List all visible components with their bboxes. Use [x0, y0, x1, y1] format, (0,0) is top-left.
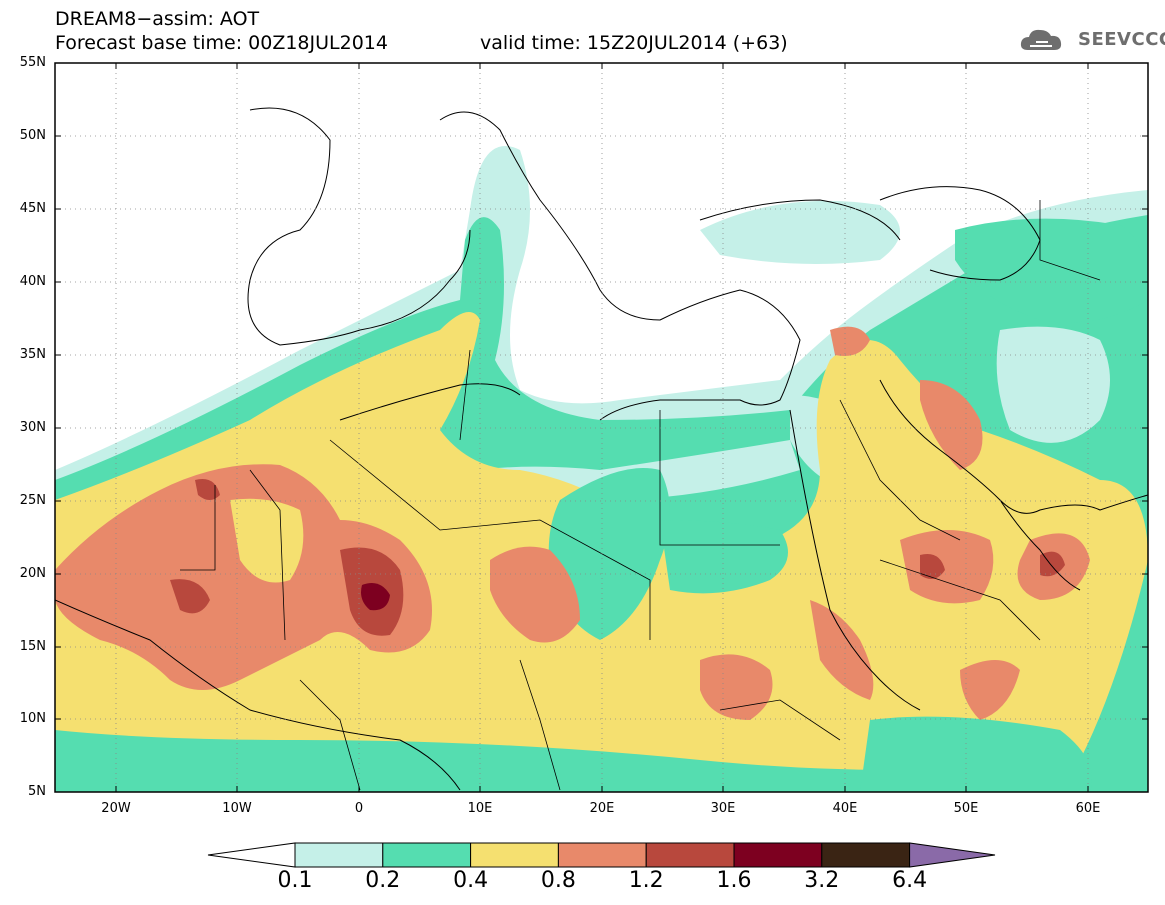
colorbar-under-triangle	[207, 842, 296, 868]
lon-label: 20W	[101, 801, 131, 816]
lat-label: 20N	[19, 566, 46, 581]
lon-label: 10W	[222, 801, 252, 816]
lat-label: 5N	[28, 784, 46, 799]
logo-text: SEEVCCC	[1078, 29, 1165, 50]
colorbar-segment	[733, 842, 823, 868]
lon-label: 50E	[953, 801, 979, 816]
colorbar-segment	[645, 842, 735, 868]
lat-label: 15N	[19, 639, 46, 654]
lat-label: 55N	[19, 55, 46, 70]
tick-marks	[55, 62, 1148, 793]
colorbar-segment	[294, 842, 384, 868]
lon-label: 60E	[1075, 801, 1101, 816]
colorbar-tick-label: 0.2	[365, 868, 401, 893]
lat-label: 30N	[19, 420, 46, 435]
lat-label: 35N	[19, 347, 46, 362]
country-borders	[180, 200, 1101, 791]
lat-label: 10N	[19, 711, 46, 726]
colorbar-tick-label: 0.8	[540, 868, 576, 893]
coastlines	[55, 107, 1148, 791]
graticule	[55, 63, 1148, 792]
lon-label: 40E	[832, 801, 858, 816]
colorbar	[207, 842, 996, 868]
map-title: DREAM8−assim: AOT	[55, 8, 260, 30]
lon-label: 30E	[710, 801, 736, 816]
colorbar-tick-label: 1.2	[628, 868, 664, 893]
lat-label: 25N	[19, 493, 46, 508]
cloud-logo-icon	[1020, 29, 1062, 50]
lat-label: 40N	[19, 274, 46, 289]
colorbar-tick-label: 0.1	[277, 868, 313, 893]
colorbar-segment	[382, 842, 472, 868]
lat-label: 50N	[19, 128, 46, 143]
colorbar-segment	[821, 842, 911, 868]
colorbar-tick-label: 1.6	[716, 868, 752, 893]
lon-label: 20E	[589, 801, 615, 816]
colorbar-tick-label: 6.4	[892, 868, 928, 893]
colorbar-segment	[470, 842, 559, 868]
lon-label: 0	[354, 801, 364, 816]
colorbar-tick-label: 3.2	[804, 868, 840, 893]
valid-time: valid time: 15Z20JUL2014 (+63)	[480, 32, 788, 54]
lon-label: 10E	[467, 801, 493, 816]
forecast-base-time: Forecast base time: 00Z18JUL2014	[55, 32, 388, 54]
lat-label: 45N	[19, 201, 46, 216]
colorbar-over-triangle	[909, 842, 996, 868]
colorbar-tick-label: 0.4	[453, 868, 489, 893]
aot-contours	[55, 146, 1148, 792]
colorbar-segment	[557, 842, 647, 868]
